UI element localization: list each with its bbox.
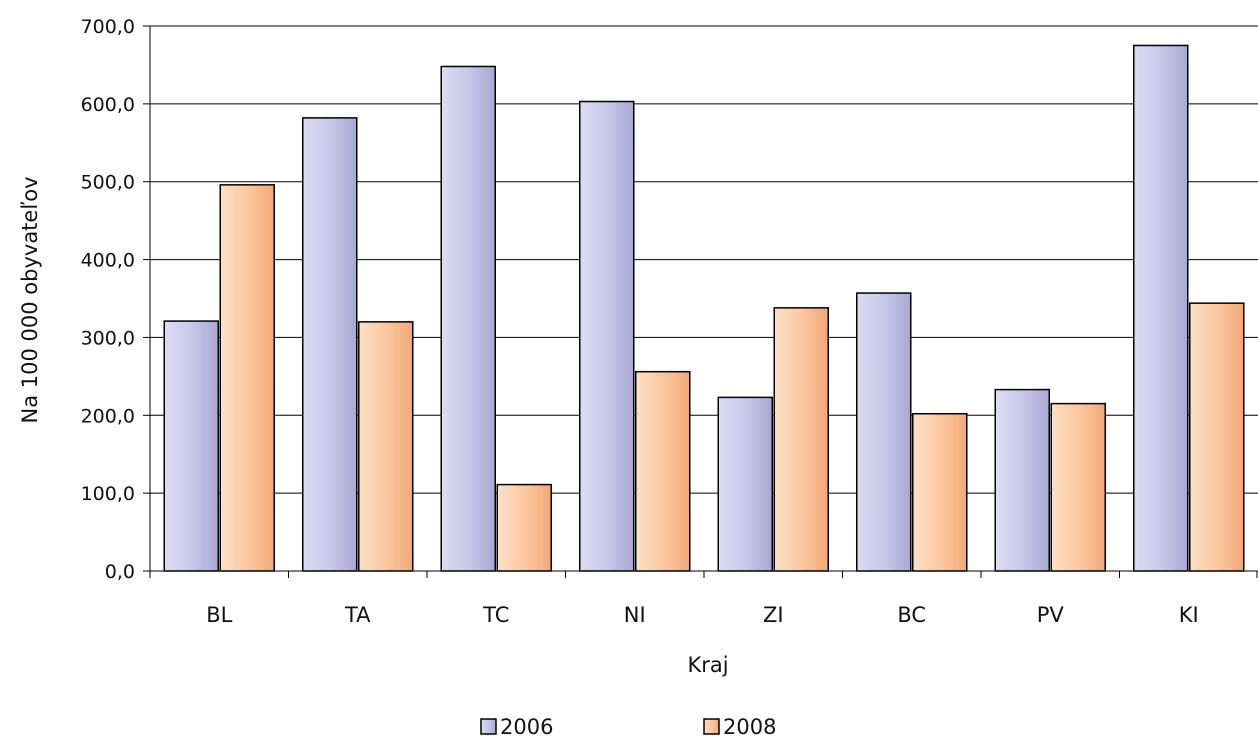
bars xyxy=(163,44,1245,572)
bar-2006-KI xyxy=(1133,44,1189,572)
y-tick-labels: 0,0 100,0 200,0 300,0 400,0 500,0 600,0 700,0 xyxy=(81,16,135,583)
legend-label-2006: 2006 xyxy=(500,715,553,739)
bar-2006-BL xyxy=(163,320,219,572)
x-tick-labels: BL TA TC NI ZI BC PV KI xyxy=(206,603,1199,627)
y-tick-label: 100,0 xyxy=(81,483,135,505)
legend-label-2008: 2008 xyxy=(723,715,776,739)
axes xyxy=(149,26,1258,578)
bar-2006-TA xyxy=(302,117,358,572)
legend-swatch-2008 xyxy=(703,718,720,735)
bar-2008-ZI xyxy=(773,307,829,572)
legend: 2006 2008 xyxy=(480,715,776,739)
bar-2008-PV xyxy=(1050,402,1106,572)
bar-2008-BC xyxy=(912,412,968,572)
bar-2006-TC xyxy=(440,65,496,572)
bar-2006-NI xyxy=(579,100,635,572)
bar-2006-BC xyxy=(856,292,912,572)
bar-2008-NI xyxy=(635,370,691,572)
x-tick-label-BC: BC xyxy=(897,603,926,627)
bar-2008-TC xyxy=(496,483,552,572)
y-tick-label: 300,0 xyxy=(81,327,135,349)
x-tick-label-NI: NI xyxy=(624,603,646,627)
x-tick-label-ZI: ZI xyxy=(763,603,784,627)
y-tick-label: 600,0 xyxy=(81,94,135,116)
bar-2008-TA xyxy=(358,321,414,572)
x-tick-label-TC: TC xyxy=(482,603,509,627)
x-tick-label-KI: KI xyxy=(1179,603,1199,627)
x-axis-title: Kraj xyxy=(687,653,728,677)
bar-2006-PV xyxy=(994,388,1050,572)
bar-2006-ZI xyxy=(717,396,773,572)
y-tick-label: 500,0 xyxy=(81,172,135,194)
x-tick-label-TA: TA xyxy=(344,603,371,627)
y-tick-label: 0,0 xyxy=(105,561,135,583)
bar-2008-KI xyxy=(1189,302,1245,572)
y-tick-label: 200,0 xyxy=(81,405,135,427)
x-tick-label-PV: PV xyxy=(1037,603,1065,627)
y-tick-label: 700,0 xyxy=(81,16,135,38)
x-tick-label-BL: BL xyxy=(206,603,232,627)
legend-swatch-2006 xyxy=(480,718,497,735)
bar-2008-BL xyxy=(219,184,275,572)
y-tick-label: 400,0 xyxy=(81,250,135,272)
y-axis-title: Na 100 000 obyvateľov xyxy=(18,177,42,424)
